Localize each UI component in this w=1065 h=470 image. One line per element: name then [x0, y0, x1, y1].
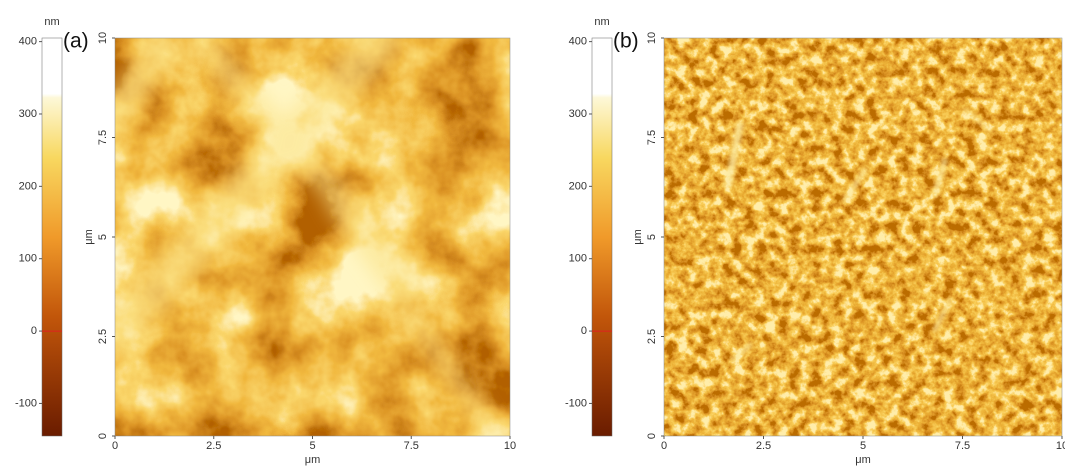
x-tick-label: 0: [112, 440, 118, 452]
colorbar-tick-label: 300: [19, 108, 37, 120]
y-tick-label: 2.5: [646, 329, 658, 344]
y-tick-label: 7.5: [97, 130, 109, 145]
x-tick-label: 5: [309, 440, 315, 452]
colorbar-tick-label: 200: [19, 180, 37, 192]
x-tick-label: 7.5: [404, 440, 419, 452]
colorbar-tick-label: 200: [569, 180, 587, 192]
y-tick-label: 5: [97, 234, 109, 240]
y-tick-label: 10: [646, 32, 658, 44]
colorbar-tick-label: 300: [569, 108, 587, 120]
x-tick-label: 10: [1056, 440, 1065, 452]
figure: nm-100010020030040002.557.510μm02.557.51…: [0, 0, 1065, 470]
colorbar-tick-label: 100: [19, 253, 37, 265]
y-tick-label: 2.5: [97, 329, 109, 344]
colorbar-unit: nm: [594, 16, 609, 28]
colorbar-tick-label: 0: [31, 325, 37, 337]
x-tick-label: 7.5: [955, 440, 970, 452]
afm-image-b: [664, 38, 1062, 436]
y-tick-label: 0: [646, 433, 658, 439]
x-tick-label: 0: [661, 440, 667, 452]
colorbar: [42, 38, 62, 436]
y-axis-label: μm: [632, 229, 644, 245]
x-axis-label: μm: [855, 454, 871, 466]
colorbar-tick-label: -100: [15, 397, 37, 409]
x-tick-label: 10: [504, 440, 516, 452]
colorbar-unit: nm: [44, 16, 59, 28]
colorbar: [592, 38, 612, 436]
y-axis-label: μm: [83, 229, 95, 245]
panel-label: (b): [613, 30, 639, 53]
y-tick-label: 5: [646, 234, 658, 240]
x-tick-label: 2.5: [206, 440, 221, 452]
y-tick-label: 7.5: [646, 130, 658, 145]
panel-label: (a): [63, 30, 89, 53]
y-tick-label: 0: [97, 433, 109, 439]
colorbar-tick-label: 400: [569, 36, 587, 48]
afm-image-a: [110, 30, 510, 440]
colorbar-tick-label: 100: [569, 253, 587, 265]
colorbar-tick-label: -100: [565, 397, 587, 409]
x-axis-label: μm: [305, 454, 321, 466]
x-tick-label: 2.5: [756, 440, 771, 452]
colorbar-tick-label: 400: [19, 36, 37, 48]
y-tick-label: 10: [97, 32, 109, 44]
colorbar-tick-label: 0: [581, 325, 587, 337]
x-tick-label: 5: [860, 440, 866, 452]
